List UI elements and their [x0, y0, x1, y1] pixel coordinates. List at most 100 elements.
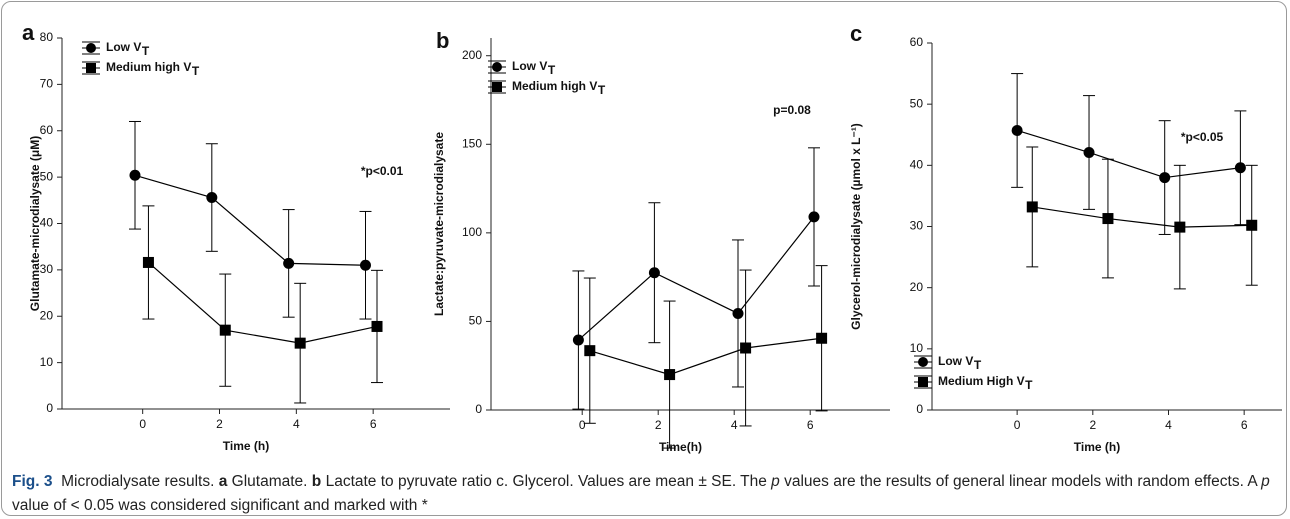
marker [206, 192, 218, 204]
y-tick-label: 200 [462, 48, 482, 62]
x-tick-label: 2 [1089, 418, 1096, 432]
marker [1246, 219, 1258, 231]
x-tick-label: 4 [1165, 418, 1172, 432]
legend-subscript: T [1025, 378, 1033, 392]
marker [808, 211, 820, 223]
x-tick-label: 4 [293, 417, 300, 431]
marker [1102, 213, 1114, 225]
y-tick-label: 10 [40, 355, 54, 369]
x-axis-label: Time(h) [659, 440, 702, 454]
y-axis-label: Lactate:pyruvate-microdialysate [432, 132, 446, 316]
caption-run: Fig. 3 [12, 473, 53, 490]
y-axis-label: Glutamate-microdialysate (μM) [28, 136, 42, 311]
y-tick-label: 50 [469, 314, 483, 328]
x-tick-label: 2 [655, 418, 662, 432]
legend-subscript: T [548, 63, 556, 77]
legend-label: Medium high V [106, 60, 191, 74]
series-line [1032, 206, 1252, 228]
caption-run: value of < 0.05 was considered significa… [12, 473, 1275, 514]
series-line [578, 216, 815, 341]
panel-label: b [436, 28, 449, 53]
x-tick-label: 2 [216, 417, 223, 431]
y-tick-label: 70 [40, 77, 54, 91]
marker [219, 324, 231, 336]
y-tick-label: 20 [910, 280, 924, 294]
legend-marker [492, 82, 502, 92]
legend-label: Medium high V [512, 79, 597, 93]
y-tick-label: 10 [910, 341, 924, 355]
marker [1234, 162, 1246, 174]
caption-run: values are the results of general linear… [779, 473, 1262, 490]
legend-label: Low V [512, 59, 547, 73]
y-tick-label: 150 [462, 136, 482, 150]
caption-run: a [218, 473, 228, 490]
x-tick-label: 6 [1241, 418, 1248, 432]
y-axis-label: Glycerol-microdialysate (µmol x L⁻¹) [849, 123, 863, 330]
caption-run: Microdialysate results. [52, 473, 219, 490]
y-tick-label: 40 [40, 216, 54, 230]
y-tick-label: 40 [910, 158, 924, 172]
marker [294, 337, 306, 349]
caption-run: p [1261, 473, 1270, 490]
caption-run: b [311, 473, 322, 490]
legend-label: Medium High V [938, 374, 1025, 388]
marker [1159, 172, 1171, 184]
marker [740, 342, 752, 354]
marker [572, 334, 584, 346]
y-tick-label: 0 [475, 402, 482, 416]
x-axis-label: Time (h) [1074, 440, 1120, 454]
marker [359, 259, 371, 271]
x-axis-label: Time (h) [223, 439, 269, 453]
y-tick-label: 0 [916, 402, 923, 416]
series-line [148, 262, 378, 344]
caption-run: p [771, 473, 780, 490]
annotation: p=0.08 [773, 103, 811, 117]
marker [1174, 221, 1186, 233]
x-tick-label: 0 [1014, 418, 1021, 432]
x-tick-label: 6 [807, 418, 814, 432]
legend-marker [918, 357, 928, 367]
legend-marker [86, 43, 96, 53]
y-tick-label: 50 [910, 96, 924, 110]
marker [1083, 146, 1095, 158]
marker [648, 267, 660, 279]
y-tick-label: 30 [910, 219, 924, 233]
panel-label: c [850, 21, 862, 46]
series-line [1016, 129, 1241, 179]
x-tick-label: 4 [731, 418, 738, 432]
marker [283, 257, 295, 269]
marker [816, 332, 828, 344]
x-tick-label: 0 [579, 418, 586, 432]
marker [142, 256, 154, 268]
legend-label: Low V [106, 40, 141, 54]
marker [664, 369, 676, 381]
caption: Fig. 3 Microdialysate results. a Glutama… [12, 470, 1274, 518]
y-tick-label: 30 [40, 262, 54, 276]
y-tick-label: 20 [40, 308, 54, 322]
legend-marker [86, 63, 96, 73]
marker [732, 307, 744, 319]
series-line [134, 174, 366, 266]
marker [584, 345, 596, 357]
y-tick-label: 0 [46, 401, 53, 415]
x-tick-label: 6 [370, 417, 377, 431]
y-tick-label: 60 [40, 123, 54, 137]
marker [1026, 201, 1038, 213]
marker [1011, 124, 1023, 136]
legend-marker [918, 377, 928, 387]
legend-subscript: T [142, 44, 150, 58]
series-line [589, 337, 822, 376]
annotation: *p<0.01 [361, 164, 404, 178]
panel-label: a [22, 20, 35, 45]
marker [129, 169, 141, 181]
caption-run: Glutamate. [227, 473, 312, 490]
y-tick-label: 100 [462, 225, 482, 239]
